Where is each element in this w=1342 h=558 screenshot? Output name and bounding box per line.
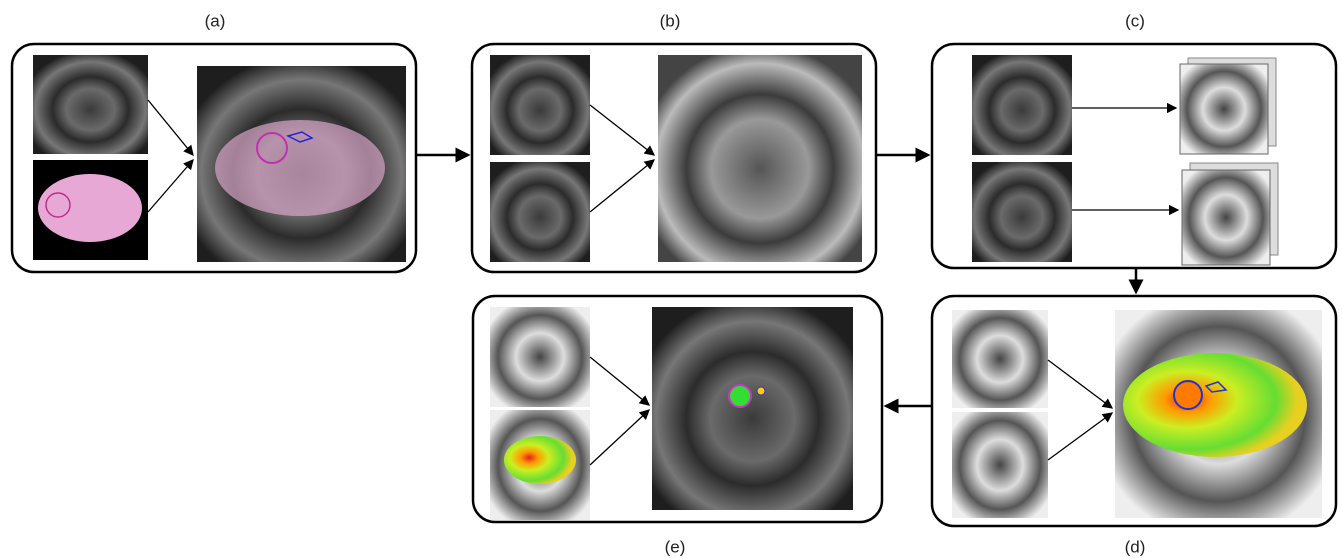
feature-map	[490, 307, 590, 407]
feature-map	[952, 310, 1048, 408]
panel-label: (b)	[660, 11, 681, 30]
annotation	[1174, 381, 1202, 409]
feature-map	[1182, 170, 1270, 265]
mri-image	[490, 162, 590, 262]
mri-image	[652, 307, 853, 510]
panel-label: (a)	[205, 11, 226, 30]
heatmap	[504, 436, 576, 484]
mri-image	[972, 55, 1072, 155]
mri-image	[972, 162, 1072, 262]
panel-d: (d)	[932, 296, 1336, 556]
panel-c: (c)	[932, 11, 1336, 268]
pipeline-diagram: (a) (b) (c) (d) (e)	[0, 0, 1342, 558]
histology-tissue	[38, 174, 142, 242]
histology-overlay	[215, 120, 385, 216]
feature-map	[952, 412, 1048, 518]
detection	[757, 387, 765, 395]
detection	[729, 385, 751, 407]
panel-b: (b)	[472, 11, 876, 272]
stitched-image	[658, 55, 862, 262]
panel-label: (e)	[665, 537, 686, 556]
heatmap	[1123, 353, 1307, 457]
feature-map	[1180, 64, 1268, 154]
panel-label: (d)	[1125, 537, 1146, 556]
panel-label: (c)	[1125, 11, 1145, 30]
mri-image	[490, 55, 590, 155]
panel-a: (a)	[12, 11, 416, 272]
mri-image	[33, 55, 148, 154]
panel-e: (e)	[473, 296, 882, 556]
